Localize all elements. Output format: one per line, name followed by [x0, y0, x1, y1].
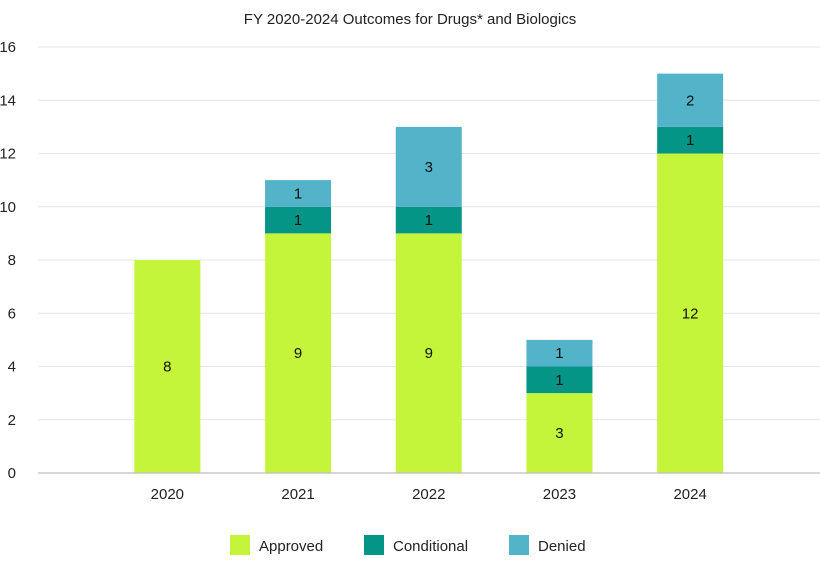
x-tick-label: 2022 [412, 486, 445, 503]
data-label: 1 [555, 372, 563, 389]
x-tick-label: 2021 [281, 486, 314, 503]
y-tick-label: 0 [8, 465, 16, 482]
data-label: 2 [686, 92, 694, 109]
data-label: 1 [686, 132, 694, 149]
bar-approved-2022 [395, 233, 462, 473]
chart-title: FY 2020-2024 Outcomes for Drugs* and Bio… [244, 11, 576, 28]
bar-denied-2023 [526, 339, 593, 367]
bar-denied-2021 [265, 180, 332, 207]
data-label: 1 [425, 212, 433, 229]
y-tick-label: 12 [0, 146, 16, 163]
y-tick-label: 2 [8, 412, 16, 429]
legend-label-conditional: Conditional [393, 538, 468, 555]
bar-conditional-2021 [265, 206, 332, 234]
data-label: 9 [425, 345, 433, 362]
y-axis-ticks: 0 2 4 6 8 10 12 14 16 [0, 39, 16, 482]
data-label: 1 [294, 212, 302, 229]
bar-denied-2022 [395, 126, 462, 207]
data-label: 9 [294, 345, 302, 362]
legend-swatch-conditional [364, 535, 384, 555]
y-tick-label: 6 [8, 305, 16, 322]
x-tick-label: 2023 [543, 486, 576, 503]
data-label: 3 [425, 159, 433, 176]
data-label: 3 [555, 425, 563, 442]
y-tick-label: 10 [0, 199, 16, 216]
x-tick-label: 2020 [151, 486, 184, 503]
bar-approved-2020 [134, 260, 201, 473]
bar-approved-2023 [526, 393, 593, 473]
bar-conditional-2022 [395, 206, 462, 234]
y-tick-label: 4 [8, 359, 16, 376]
x-axis-ticks: 2020 2021 2022 2023 2024 [151, 486, 707, 503]
data-label: 12 [682, 305, 699, 322]
data-label: 1 [555, 345, 563, 362]
x-tick-label: 2024 [673, 486, 706, 503]
data-label: 1 [294, 185, 302, 202]
bar-conditional-2023 [526, 366, 593, 394]
bar-approved-2024 [657, 153, 724, 473]
bar-denied-2024 [657, 73, 724, 127]
legend-label-denied: Denied [538, 538, 586, 555]
legend: Approved Conditional Denied [230, 535, 586, 555]
legend-swatch-approved [230, 535, 250, 555]
bar-conditional-2024 [657, 126, 724, 154]
bar-approved-2021 [265, 233, 332, 473]
legend-label-approved: Approved [259, 538, 323, 555]
data-label: 8 [163, 359, 171, 376]
y-tick-label: 14 [0, 92, 16, 109]
y-tick-label: 16 [0, 39, 16, 56]
legend-swatch-denied [509, 535, 529, 555]
y-tick-label: 8 [8, 252, 16, 269]
